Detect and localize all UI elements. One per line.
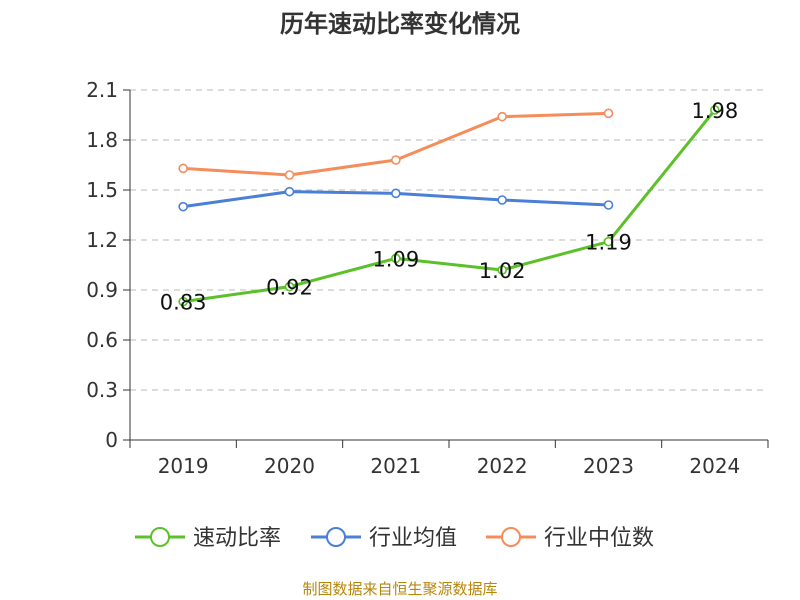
- data-point: [178, 163, 188, 174]
- data-point: [710, 105, 720, 115]
- data-label: 0.92: [266, 276, 313, 300]
- gridlines: [130, 89, 768, 391]
- data-point: [603, 108, 614, 119]
- series-0: [178, 105, 720, 307]
- legend-marker: [326, 527, 346, 547]
- y-tick-label: 1.5: [86, 178, 118, 202]
- legend-item: 行业均值: [311, 526, 457, 551]
- data-point: [603, 200, 614, 210]
- x-tick-label: 2021: [370, 454, 421, 478]
- y-tick-label: 0.3: [86, 378, 118, 402]
- data-point: [497, 265, 507, 275]
- y-tick-label: 0.6: [86, 328, 118, 352]
- series-layer: [178, 105, 720, 307]
- data-point: [391, 253, 401, 264]
- y-tick-label: 0: [105, 428, 118, 452]
- series-1: [178, 186, 614, 212]
- data-label: 1.19: [585, 231, 632, 255]
- data-label: 1.09: [372, 247, 419, 271]
- data-label: 0.83: [160, 291, 207, 315]
- legend-item: 速动比率: [135, 526, 281, 551]
- series-2: [178, 108, 614, 180]
- y-tick-label: 2.1: [86, 78, 118, 102]
- data-point: [178, 296, 188, 307]
- data-point: [391, 188, 401, 199]
- legend-label: 行业均值: [369, 526, 457, 551]
- x-tick-label: 2020: [264, 454, 315, 478]
- data-point: [497, 195, 507, 205]
- data-point: [284, 186, 295, 197]
- data-point: [284, 170, 295, 180]
- y-tick-label: 1.2: [86, 228, 118, 252]
- legend-item: 行业中位数: [486, 526, 654, 551]
- legend: 速动比率 行业均值 行业中位数: [135, 526, 654, 551]
- series-line: [183, 111, 609, 177]
- legend-marker: [501, 527, 521, 547]
- data-point: [391, 155, 401, 165]
- data-label: 1.02: [479, 259, 526, 283]
- series-line: [182, 109, 717, 304]
- data-point: [603, 236, 614, 247]
- data-point: [284, 281, 295, 292]
- axes: 0 0.3 0.6 0.9 1.2 1.5 1.8 2.1 2019 2020 2021 2022 20…: [86, 78, 769, 478]
- data-label: 1.98: [691, 99, 738, 123]
- chart-title: 历年速动比率变化情况: [280, 10, 520, 38]
- x-tick-label: 2023: [583, 454, 634, 478]
- legend-marker: [150, 527, 170, 547]
- data-point: [178, 201, 188, 212]
- data-labels: 0.83 0.92 1.09 1.02 1.19 1.98: [160, 99, 738, 315]
- legend-label: 速动比率: [193, 526, 281, 551]
- source-note: 制图数据来自恒生聚源数据库: [302, 580, 497, 598]
- data-point: [497, 111, 507, 122]
- y-tick-label: 0.9: [86, 278, 118, 302]
- x-tick-label: 2022: [477, 454, 528, 478]
- x-tick-label: 2019: [158, 454, 209, 478]
- x-tick-label: 2024: [689, 454, 740, 478]
- y-tick-label: 1.8: [86, 128, 118, 152]
- legend-label: 行业中位数: [544, 526, 654, 551]
